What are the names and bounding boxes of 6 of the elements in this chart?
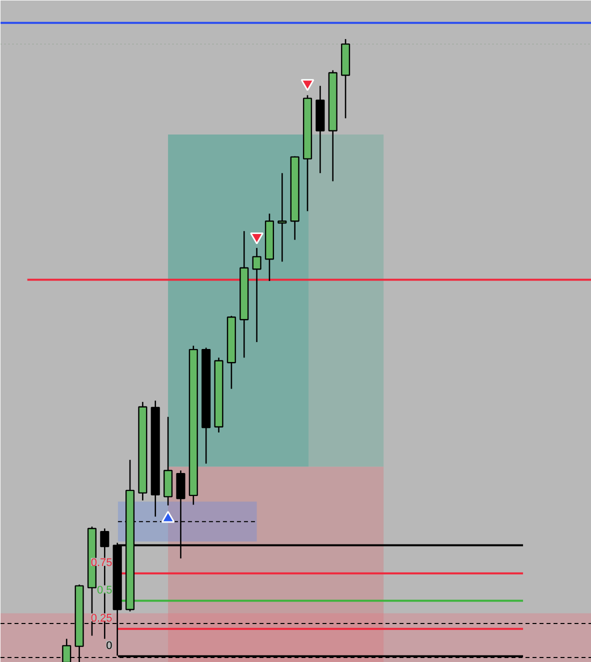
candlestick: [278, 172, 287, 262]
annotation: 0.5: [96, 584, 112, 596]
annotation: 0.25: [90, 612, 112, 624]
annotation: 0.75: [90, 556, 112, 569]
candlestick: [252, 247, 262, 343]
annotation: 0: [106, 640, 112, 652]
